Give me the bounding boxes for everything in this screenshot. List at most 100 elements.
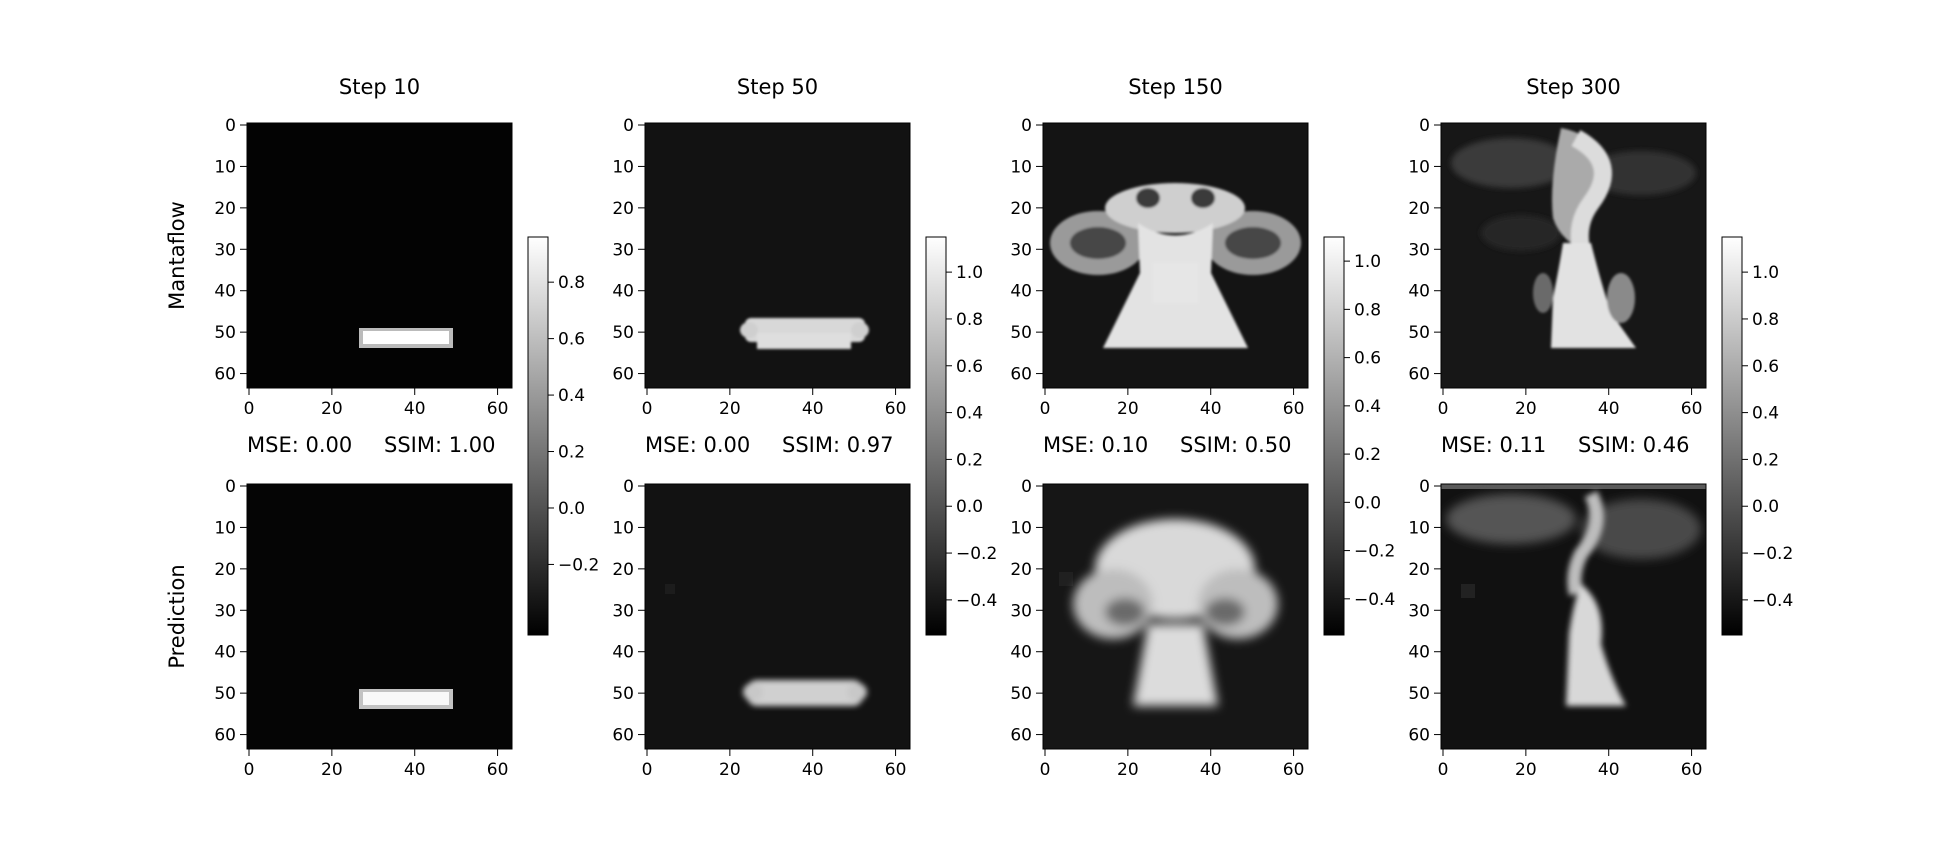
panel-step-0-mantaflow: 0 10 20 30 40 50 60 0 20 40 60 Step 10	[214, 75, 513, 419]
y-tick-label: 0	[1419, 477, 1430, 497]
y-tick-label: 50	[1010, 323, 1032, 343]
colorbar-tick-label: 0.0	[956, 497, 983, 517]
colorbar-tick-label: 0.4	[956, 404, 983, 424]
colorbar-tick-label: 1.0	[956, 263, 983, 283]
colorbar-tick-label: −0.4	[956, 591, 997, 611]
heatmap-image	[645, 484, 910, 749]
axes-frame	[246, 122, 513, 389]
heatmap-image	[1043, 123, 1308, 388]
ssim-value: SSIM: 0.50	[1180, 433, 1291, 457]
colorbar-gradient	[527, 236, 549, 636]
y-tick-label: 60	[214, 726, 236, 746]
mse-value: MSE: 0.00	[645, 433, 750, 457]
panel-step-2-mantaflow: 0 10 20 30 40 50 60 0 20 40 60 Step 150	[1010, 75, 1309, 419]
panel-title: Step 300	[1526, 75, 1621, 99]
x-tick-label: 0	[642, 760, 653, 780]
heatmap-image	[247, 484, 512, 749]
y-tick-label: 60	[1408, 365, 1430, 385]
y-tick-label: 50	[612, 684, 634, 704]
colorbar: 0.8 0.6 0.4 0.2 0.0 −0.2	[527, 236, 599, 636]
y-tick-label: 20	[214, 199, 236, 219]
x-tick-label: 40	[1598, 760, 1620, 780]
y-tick-label: 10	[1010, 157, 1032, 177]
y-tick-label: 10	[612, 518, 634, 538]
y-tick-label: 0	[623, 477, 634, 497]
colorbar-tick-label: 0.0	[1752, 497, 1779, 517]
x-tick-label: 40	[1200, 399, 1222, 419]
panel-step-2-prediction: 0 10 20 30 40 50 60 0 20 40 60	[1010, 477, 1309, 780]
y-tick-label: 10	[1408, 518, 1430, 538]
axes-frame	[1440, 483, 1707, 750]
colorbar-tick-label: 0.6	[558, 330, 585, 350]
x-tick-label: 40	[404, 399, 426, 419]
axes-frame	[1042, 483, 1309, 750]
y-tick-label: 10	[612, 157, 634, 177]
y-tick-label: 30	[1010, 240, 1032, 260]
panel-step-3-prediction: 0 10 20 30 40 50 60 0 20 40 60	[1408, 477, 1707, 780]
axes-frame	[1440, 122, 1707, 389]
x-tick-label: 0	[1438, 760, 1449, 780]
y-tick-label: 20	[1010, 560, 1032, 580]
x-tick-label: 20	[321, 760, 343, 780]
y-tick-label: 0	[1021, 477, 1032, 497]
colorbar-gradient	[925, 236, 947, 636]
x-tick-label: 60	[1681, 760, 1703, 780]
x-tick-label: 20	[1515, 399, 1537, 419]
mse-value: MSE: 0.11	[1441, 433, 1546, 457]
colorbar-tick-label: 0.6	[1354, 349, 1381, 369]
x-tick-label: 0	[1040, 760, 1051, 780]
heatmap-image	[247, 123, 512, 388]
y-tick-label: 40	[612, 282, 634, 302]
colorbar-tick-label: 0.2	[1752, 450, 1779, 470]
panel-title: Step 150	[1128, 75, 1223, 99]
colorbar-tick-label: 1.0	[1752, 263, 1779, 283]
colorbar-tick-label: 1.0	[1354, 252, 1381, 272]
x-tick-label: 60	[1681, 399, 1703, 419]
y-tick-label: 20	[1010, 199, 1032, 219]
y-tick-label: 50	[1408, 323, 1430, 343]
y-tick-label: 30	[612, 601, 634, 621]
x-tick-label: 0	[244, 760, 255, 780]
y-tick-label: 10	[214, 518, 236, 538]
x-tick-label: 60	[1283, 399, 1305, 419]
y-tick-label: 60	[612, 726, 634, 746]
mse-value: MSE: 0.10	[1043, 433, 1148, 457]
y-tick-label: 20	[1408, 199, 1430, 219]
colorbar: 1.0 0.8 0.6 0.4 0.2 0.0 −0.2 −0.4	[1323, 236, 1395, 636]
colorbar-tick-label: 0.0	[558, 499, 585, 519]
x-tick-label: 60	[1283, 760, 1305, 780]
mse-value: MSE: 0.00	[247, 433, 352, 457]
colorbar-tick-label: 0.4	[1354, 397, 1381, 417]
x-tick-label: 20	[1117, 399, 1139, 419]
axes-frame	[644, 122, 911, 389]
panel-step-3-mantaflow: 0 10 20 30 40 50 60 0 20 40 60 Step 300	[1408, 75, 1707, 419]
colorbar-tick-label: 0.2	[558, 443, 585, 463]
x-tick-label: 40	[1598, 399, 1620, 419]
x-tick-label: 20	[1515, 760, 1537, 780]
y-tick-label: 50	[1010, 684, 1032, 704]
y-tick-label: 30	[1408, 601, 1430, 621]
y-tick-label: 20	[1408, 560, 1430, 580]
x-tick-label: 40	[802, 399, 824, 419]
axes-frame	[1042, 122, 1309, 389]
y-tick-label: 50	[1408, 684, 1430, 704]
x-tick-label: 0	[1040, 399, 1051, 419]
y-tick-label: 20	[612, 560, 634, 580]
y-tick-label: 20	[612, 199, 634, 219]
colorbar-tick-label: 0.4	[1752, 404, 1779, 424]
colorbar: 1.0 0.8 0.6 0.4 0.2 0.0 −0.2 −0.4	[1721, 236, 1793, 636]
colorbar-tick-label: 0.6	[1752, 357, 1779, 377]
y-tick-label: 10	[1408, 157, 1430, 177]
panel-step-1-prediction: 0 10 20 30 40 50 60 0 20 40 60	[612, 477, 911, 780]
panel-step-0-prediction: 0 10 20 30 40 50 60 0 20 40 60	[214, 477, 513, 780]
y-tick-label: 50	[612, 323, 634, 343]
x-tick-label: 20	[719, 399, 741, 419]
colorbar-gradient	[1323, 236, 1345, 636]
y-tick-label: 40	[214, 643, 236, 663]
colorbar-tick-label: 0.0	[1354, 493, 1381, 513]
heatmap-image	[645, 123, 910, 388]
y-tick-label: 0	[225, 477, 236, 497]
y-tick-label: 10	[1010, 518, 1032, 538]
colorbar-tick-label: −0.2	[558, 555, 599, 575]
x-tick-label: 40	[802, 760, 824, 780]
